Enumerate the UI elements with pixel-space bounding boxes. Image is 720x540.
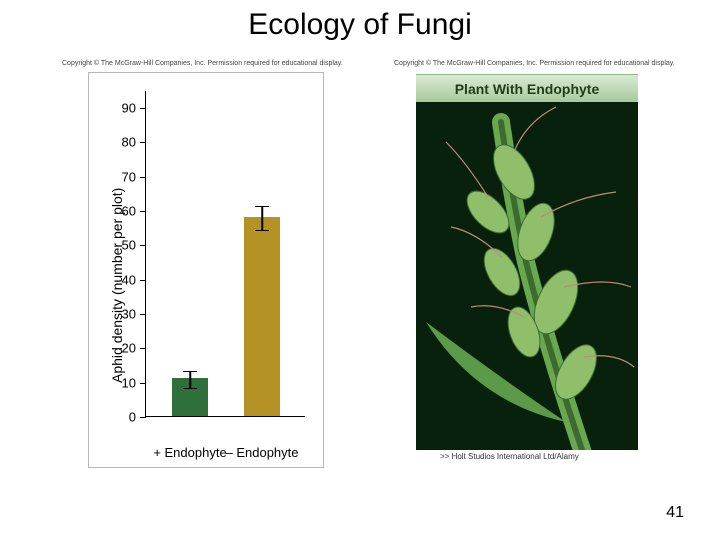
y-tick [140, 177, 146, 178]
y-tick [140, 108, 146, 109]
category-label: – Endophyte [225, 445, 298, 460]
copyright-right: Copyright © The McGraw-Hill Companies, I… [394, 60, 675, 67]
y-tick-label: 70 [122, 169, 136, 184]
copyright-left: Copyright © The McGraw-Hill Companies, I… [62, 60, 343, 67]
page-title: Ecology of Fungi [0, 8, 720, 42]
error-bar-cap [183, 388, 197, 390]
page-number: 41 [666, 504, 684, 522]
y-tick [140, 211, 146, 212]
error-bar-cap [255, 206, 269, 208]
error-bar-cap [183, 371, 197, 373]
y-tick [140, 383, 146, 384]
error-bar-cap [255, 230, 269, 232]
y-tick [140, 142, 146, 143]
plant-photo [416, 102, 638, 450]
bar-chart-panel: 0102030405060708090+ Endophyte– Endophyt… [88, 72, 324, 468]
error-bar-stem [189, 371, 191, 388]
y-tick [140, 417, 146, 418]
bar [244, 217, 280, 416]
category-label: + Endophyte [153, 445, 226, 460]
photo-header: Plant With Endophyte [416, 74, 638, 102]
y-tick-label: 80 [122, 135, 136, 150]
y-tick [140, 314, 146, 315]
error-bar-stem [261, 206, 263, 230]
y-tick [140, 245, 146, 246]
y-tick [140, 280, 146, 281]
grass-plant-icon [416, 102, 638, 450]
photo-panel: Plant With Endophyte [416, 74, 638, 450]
plot-area: 0102030405060708090+ Endophyte– Endophyt… [145, 91, 305, 417]
y-axis-label: Aphid density (number per plot) [109, 188, 125, 383]
photo-credit: >> Holt Studios International Ltd/Alamy [440, 452, 579, 461]
y-tick-label: 0 [129, 410, 136, 425]
y-tick [140, 348, 146, 349]
y-tick-label: 90 [122, 101, 136, 116]
